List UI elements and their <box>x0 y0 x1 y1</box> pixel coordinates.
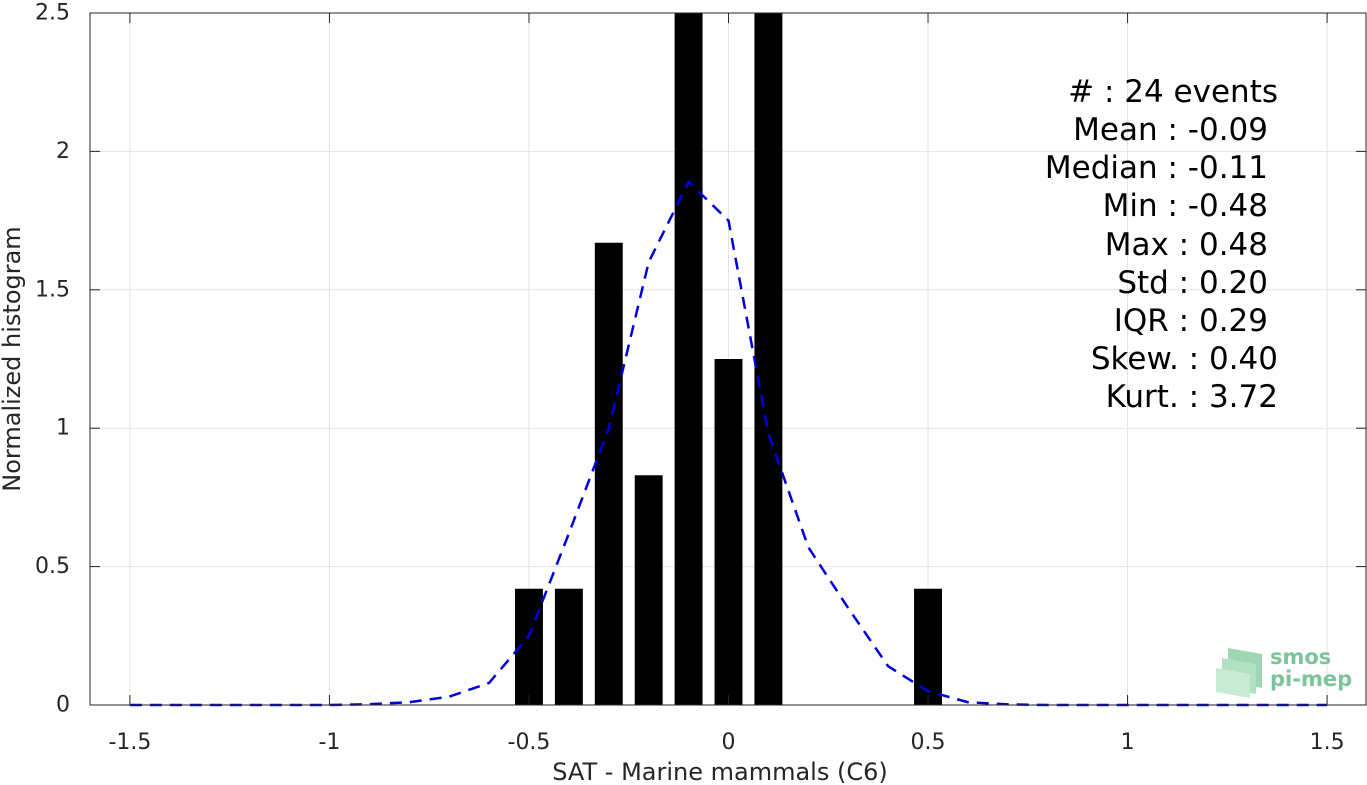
y-tick-label-2: 1 <box>56 416 70 441</box>
x-tick-label-2: -0.5 <box>508 730 551 755</box>
logo-mark-icon <box>1216 648 1262 698</box>
x-tick-label-3: 0 <box>722 730 736 755</box>
y-tick-label-3: 1.5 <box>35 277 70 302</box>
smos-pimep-logo: smos pi-mep <box>1216 645 1352 698</box>
x-tick-label-4: 0.5 <box>911 730 946 755</box>
y-tick-label-5: 2.5 <box>35 1 70 26</box>
stat-median: Median : -0.11 <box>1045 150 1268 186</box>
histogram-bar-5 <box>714 359 743 705</box>
histogram-bar-7 <box>914 588 942 705</box>
stat-iqr: IQR : 0.29 <box>1114 303 1268 339</box>
histogram-bars <box>515 13 942 705</box>
x-tick-label-5: 1 <box>1121 730 1135 755</box>
y-tick-label-4: 2 <box>56 139 70 164</box>
stat-mean: Mean : -0.09 <box>1073 112 1268 148</box>
histogram-bar-2 <box>594 242 623 705</box>
stat-min: Min : -0.48 <box>1103 188 1268 224</box>
x-tick-label-6: 1.5 <box>1310 730 1345 755</box>
x-axis-title: SAT - Marine mammals (C6) <box>552 758 887 785</box>
axes <box>89 12 1367 706</box>
y-tick-label-0: 0 <box>56 693 70 718</box>
statistics-annotation: # : 24 events Mean : -0.09 Median : -0.1… <box>1045 74 1278 415</box>
histogram-bar-4 <box>674 13 703 705</box>
y-axis-title: Normalized histogram <box>0 226 26 491</box>
stat-max: Max : 0.48 <box>1105 227 1268 263</box>
histogram-bar-6 <box>754 13 783 705</box>
stat-skew: Skew. : 0.40 <box>1091 341 1278 377</box>
logo-text-pimep: pi-mep <box>1270 667 1352 691</box>
x-tick-label-1: -1 <box>318 730 340 755</box>
histogram-bar-3 <box>634 475 663 705</box>
stat-count: # : 24 events <box>1068 74 1278 110</box>
tick-labels: -1.5 -1 -0.5 0 0.5 1 1.5 0 0.5 1 1.5 2 2.5 <box>35 1 1345 756</box>
stat-kurt: Kurt. : 3.72 <box>1106 379 1278 415</box>
logo-text-smos: smos <box>1270 645 1331 669</box>
stat-std: Std : 0.20 <box>1117 265 1268 301</box>
histogram-bar-1 <box>554 588 583 705</box>
x-tick-label-0: -1.5 <box>108 730 151 755</box>
y-tick-label-1: 0.5 <box>35 554 70 579</box>
